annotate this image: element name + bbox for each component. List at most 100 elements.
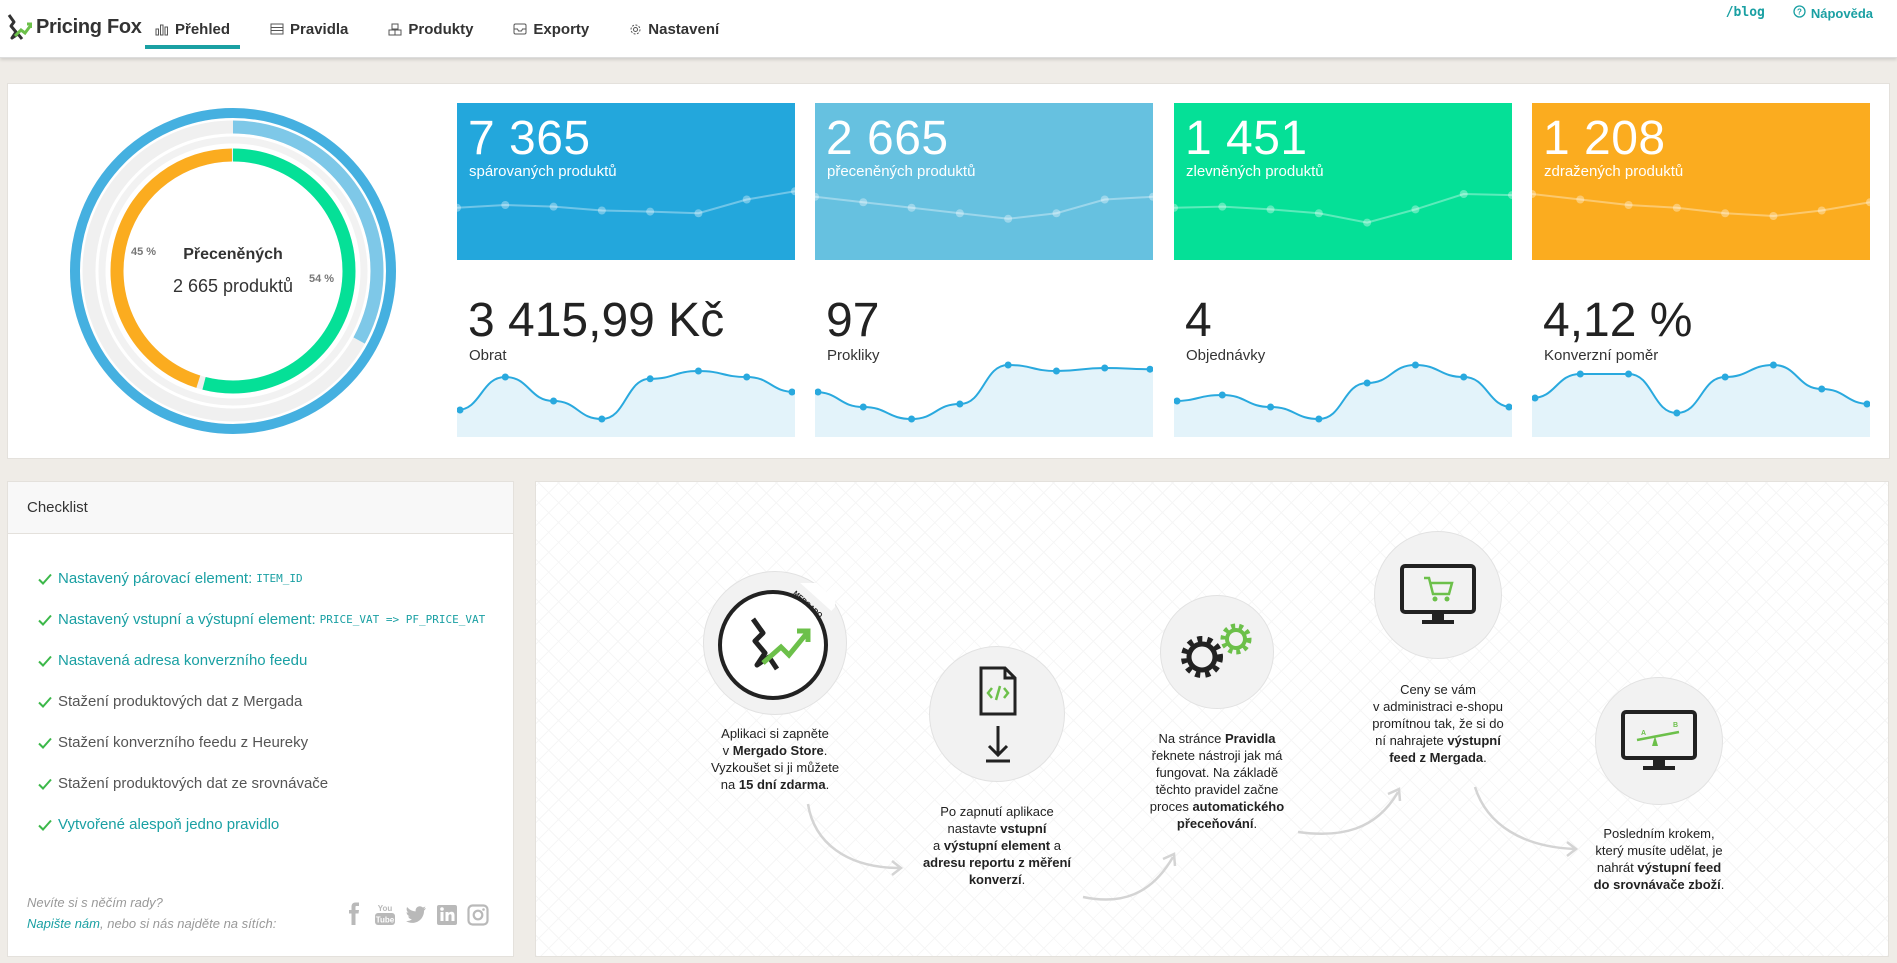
tile-discounted-products[interactable]: 1 451 zlevněných produktů (1174, 103, 1512, 260)
help-link[interactable]: ? Nápověda (1793, 5, 1873, 21)
tab-produkty[interactable]: Produkty (378, 0, 483, 58)
connector-arrow (1473, 786, 1579, 857)
app-logo[interactable]: Pricing Fox (6, 10, 142, 44)
sparkline-point (501, 373, 509, 381)
step3-line: proces automatického (1117, 798, 1317, 815)
tab-prehled[interactable]: Přehled (145, 0, 241, 58)
sparkline-point (815, 192, 819, 201)
connector-arrow (1297, 787, 1402, 836)
checklist-item-code: ITEM_ID (256, 572, 303, 585)
sparkline-point (1149, 192, 1153, 201)
top-right-links: /blog ? Nápověda (1726, 5, 1873, 21)
sparkline-point (1459, 190, 1468, 198)
sparkline-point (1721, 373, 1729, 381)
sparkline-point (1411, 361, 1419, 369)
donut-percent-left: 45 % (131, 246, 157, 258)
sparkline-area (815, 365, 1153, 437)
metric-clicks[interactable]: 97 Prokliky (815, 287, 1153, 437)
onboarding-steps: MERGADO Aplikaci si zapněte v Mergado St… (535, 481, 1889, 957)
linkedin-icon[interactable] (436, 902, 458, 931)
checklist-item[interactable]: Stažení produktových dat ze srovnávače (38, 763, 513, 804)
step1-line: Aplikaci si zapněte (721, 726, 829, 741)
step3-bold: přeceňování (1176, 816, 1254, 831)
tile-label: zlevněných produktů (1186, 163, 1324, 180)
sparkline-point (1004, 361, 1012, 369)
donut-center: Přeceněných 2 665 produktů (68, 106, 398, 436)
sparkline-point (1052, 367, 1060, 375)
instagram-icon[interactable] (467, 902, 489, 931)
facebook-icon[interactable] (343, 902, 365, 931)
sparkline-point (815, 388, 822, 396)
sparkline-point (742, 195, 751, 204)
check-icon (38, 655, 52, 667)
checklist-items: Nastavený párovací element: ITEM_ID Nast… (8, 534, 513, 845)
step2-line: adresu reportu z měření (896, 854, 1098, 871)
checklist-item[interactable]: Vytvořené alespoň jedno pravidlo (38, 804, 513, 845)
sparkline-point (1218, 202, 1227, 211)
contact-link[interactable]: Napište nám (27, 916, 100, 931)
sparkline-point (1100, 195, 1109, 204)
footer-question: Nevíte si s něčím rady? (27, 895, 163, 910)
checklist-item-code: PRICE_VAT => PF_PRICE_VAT (319, 613, 486, 626)
step3-line: těchto pravidel začne (1155, 782, 1279, 797)
checklist-item[interactable]: Stažení produktových dat z Mergada (38, 681, 513, 722)
tile-value: 7 365 (468, 112, 591, 165)
step4-line: feed z Mergada. (1340, 749, 1536, 766)
blog-link[interactable]: /blog (1725, 5, 1765, 20)
sparkline-point (1721, 209, 1730, 218)
checklist-item-text: Stažení produktových dat ze srovnávače (58, 775, 329, 792)
checklist-item[interactable]: Nastavený vstupní a výstupní element: PR… (38, 599, 513, 640)
metric-label: Konverzní poměr (1544, 347, 1659, 364)
step1-span: v (722, 743, 733, 758)
tab-label: Přehled (175, 20, 231, 38)
svg-text:Tube: Tube (376, 916, 395, 925)
tab-nastaveni[interactable]: Nastavení (619, 0, 729, 58)
checklist-footer: Nevíte si s něčím rady? Napište nám, neb… (27, 892, 276, 934)
sparkline-point (1174, 397, 1181, 405)
sparkline-point (1769, 361, 1777, 369)
sparkline-line (1532, 363, 1870, 415)
sparkline-point (1174, 203, 1178, 212)
step1-span: . (823, 743, 828, 758)
step4-circle (1374, 531, 1502, 659)
sparkline-point (549, 202, 558, 211)
code-file-download-icon (979, 666, 1017, 763)
checklist-item[interactable]: Stažení konverzního feedu z Heureky (38, 722, 513, 763)
tile-repriced-products[interactable]: 2 665 přeceněných produktů (815, 103, 1153, 260)
sparkline-point (501, 201, 510, 209)
sparkline-point (1363, 379, 1371, 387)
tile-paired-products[interactable]: 7 365 spárovaných produktů (457, 103, 795, 260)
tile-value: 1 451 (1185, 112, 1308, 165)
checklist-item[interactable]: Nastavená adresa konverzního feedu (38, 640, 513, 681)
tab-pravidla[interactable]: Pravidla (260, 0, 358, 58)
connector-arrow (806, 803, 904, 876)
sparkline-point (457, 203, 461, 212)
checklist-item-text: Stažení produktových dat z Mergada (58, 693, 303, 710)
youtube-icon[interactable]: You Tube (374, 902, 396, 931)
metric-revenue[interactable]: 3 415,99 Kč Obrat (457, 287, 795, 437)
step2-span: a (1050, 838, 1061, 853)
twitter-icon[interactable] (405, 902, 427, 931)
repricing-donut-chart (70, 108, 396, 434)
metric-orders[interactable]: 4 Objednávky (1174, 287, 1512, 437)
sparkline-point (1315, 415, 1323, 423)
check-icon (38, 778, 52, 790)
checklist-item-text: Stažení konverzního feedu z Heureky (58, 734, 309, 751)
step1-bold: Mergado Store (732, 743, 824, 758)
step2-span: . (1021, 872, 1026, 887)
step4-text: Ceny se vám v administraci e-shopu promí… (1340, 681, 1536, 766)
sparkline-point (743, 373, 751, 381)
sparkline-point (1411, 205, 1420, 214)
sparkline-point (1863, 400, 1870, 408)
tab-exporty[interactable]: Exporty (503, 0, 599, 58)
svg-text:?: ? (1797, 8, 1802, 17)
tile-raised-products[interactable]: 1 208 zdražených produktů (1532, 103, 1870, 260)
sparkline-point (1314, 209, 1323, 218)
sparkline-point (1004, 214, 1013, 223)
step2-text: Po zapnutí aplikace nastavte vstupní a v… (896, 803, 1098, 888)
step1-line: v Mergado Store. (675, 742, 875, 759)
checklist-item[interactable]: Nastavený párovací element: ITEM_ID (38, 558, 513, 599)
metric-conversion-rate[interactable]: 4,12 % Konverzní poměr (1532, 287, 1870, 437)
stats-panel: Přeceněných 2 665 produktů 45 % 54 % 7 3… (7, 83, 1890, 459)
tile-label: zdražených produktů (1544, 163, 1684, 180)
